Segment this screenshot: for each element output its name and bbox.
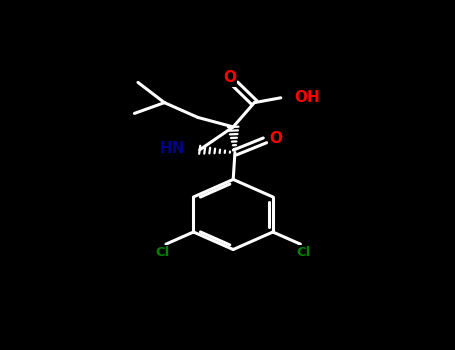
Text: Cl: Cl	[297, 246, 311, 259]
Text: OH: OH	[294, 90, 320, 105]
Text: Cl: Cl	[155, 246, 170, 259]
Text: O: O	[270, 131, 283, 146]
Text: O: O	[223, 70, 236, 85]
Text: HN: HN	[159, 141, 185, 156]
